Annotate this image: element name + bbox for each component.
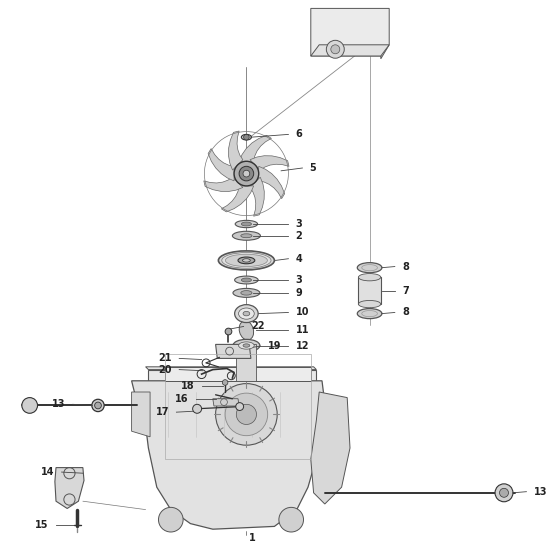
- Ellipse shape: [233, 288, 260, 297]
- Ellipse shape: [239, 308, 254, 319]
- Polygon shape: [146, 367, 316, 370]
- Circle shape: [225, 393, 268, 436]
- Text: 11: 11: [296, 325, 309, 335]
- Text: 13: 13: [534, 487, 547, 497]
- Text: 21: 21: [158, 353, 172, 363]
- Polygon shape: [216, 344, 251, 358]
- Text: 6: 6: [296, 129, 302, 139]
- Circle shape: [239, 166, 254, 181]
- Text: 8: 8: [402, 262, 409, 272]
- Text: 4: 4: [296, 254, 302, 264]
- Circle shape: [222, 380, 228, 385]
- Ellipse shape: [243, 311, 250, 316]
- Ellipse shape: [232, 231, 260, 240]
- Text: 3: 3: [296, 275, 302, 285]
- Circle shape: [216, 384, 277, 445]
- Circle shape: [158, 507, 183, 532]
- Ellipse shape: [241, 134, 251, 140]
- Ellipse shape: [243, 344, 250, 347]
- Ellipse shape: [235, 305, 258, 323]
- Polygon shape: [148, 370, 316, 403]
- Ellipse shape: [242, 259, 250, 262]
- Polygon shape: [55, 468, 84, 508]
- Ellipse shape: [225, 254, 268, 267]
- Polygon shape: [132, 381, 325, 529]
- Polygon shape: [250, 156, 289, 170]
- Ellipse shape: [233, 339, 260, 352]
- Ellipse shape: [239, 342, 254, 349]
- Circle shape: [244, 134, 249, 140]
- Bar: [236, 344, 256, 381]
- Bar: [358, 277, 381, 304]
- Circle shape: [236, 404, 256, 424]
- Ellipse shape: [357, 263, 382, 273]
- Text: 13: 13: [52, 399, 66, 409]
- Ellipse shape: [92, 399, 104, 412]
- Ellipse shape: [241, 291, 252, 295]
- Text: 8: 8: [402, 307, 409, 318]
- Ellipse shape: [238, 257, 255, 264]
- Circle shape: [236, 403, 244, 410]
- Ellipse shape: [357, 309, 382, 319]
- Circle shape: [495, 484, 513, 502]
- Text: 20: 20: [158, 365, 172, 375]
- Text: 19: 19: [268, 341, 281, 351]
- Circle shape: [22, 398, 38, 413]
- Ellipse shape: [218, 251, 274, 270]
- Polygon shape: [259, 166, 284, 199]
- Polygon shape: [311, 8, 389, 59]
- Polygon shape: [204, 177, 243, 192]
- Circle shape: [225, 328, 232, 335]
- Polygon shape: [311, 392, 350, 504]
- Text: 12: 12: [296, 340, 309, 351]
- Text: 9: 9: [296, 288, 302, 298]
- Ellipse shape: [241, 234, 252, 238]
- Text: 14: 14: [41, 467, 54, 477]
- Ellipse shape: [241, 278, 251, 282]
- Ellipse shape: [235, 276, 258, 284]
- Polygon shape: [228, 131, 243, 170]
- Polygon shape: [311, 45, 389, 56]
- Ellipse shape: [358, 274, 381, 281]
- Text: 18: 18: [181, 381, 194, 391]
- Circle shape: [243, 170, 250, 177]
- Text: 15: 15: [35, 520, 49, 530]
- Ellipse shape: [222, 253, 271, 268]
- Polygon shape: [221, 186, 254, 212]
- Polygon shape: [213, 399, 239, 406]
- Text: 5: 5: [310, 163, 316, 173]
- Circle shape: [279, 507, 304, 532]
- Polygon shape: [165, 367, 311, 381]
- Text: 10: 10: [296, 307, 309, 318]
- Text: 1: 1: [249, 533, 255, 543]
- Circle shape: [234, 161, 259, 186]
- Text: 22: 22: [251, 321, 264, 332]
- Ellipse shape: [239, 321, 254, 340]
- Circle shape: [326, 40, 344, 58]
- Text: 3: 3: [296, 219, 302, 229]
- Ellipse shape: [95, 402, 101, 409]
- Circle shape: [331, 45, 340, 54]
- Polygon shape: [208, 148, 234, 181]
- Ellipse shape: [241, 222, 251, 226]
- Ellipse shape: [235, 221, 258, 228]
- Text: 2: 2: [296, 231, 302, 241]
- Ellipse shape: [358, 301, 381, 308]
- Circle shape: [500, 488, 508, 497]
- Polygon shape: [250, 177, 264, 216]
- Polygon shape: [132, 392, 150, 437]
- Circle shape: [193, 404, 202, 413]
- Polygon shape: [239, 136, 272, 161]
- Text: 16: 16: [175, 394, 189, 404]
- Text: 17: 17: [156, 407, 169, 417]
- Text: 7: 7: [402, 286, 409, 296]
